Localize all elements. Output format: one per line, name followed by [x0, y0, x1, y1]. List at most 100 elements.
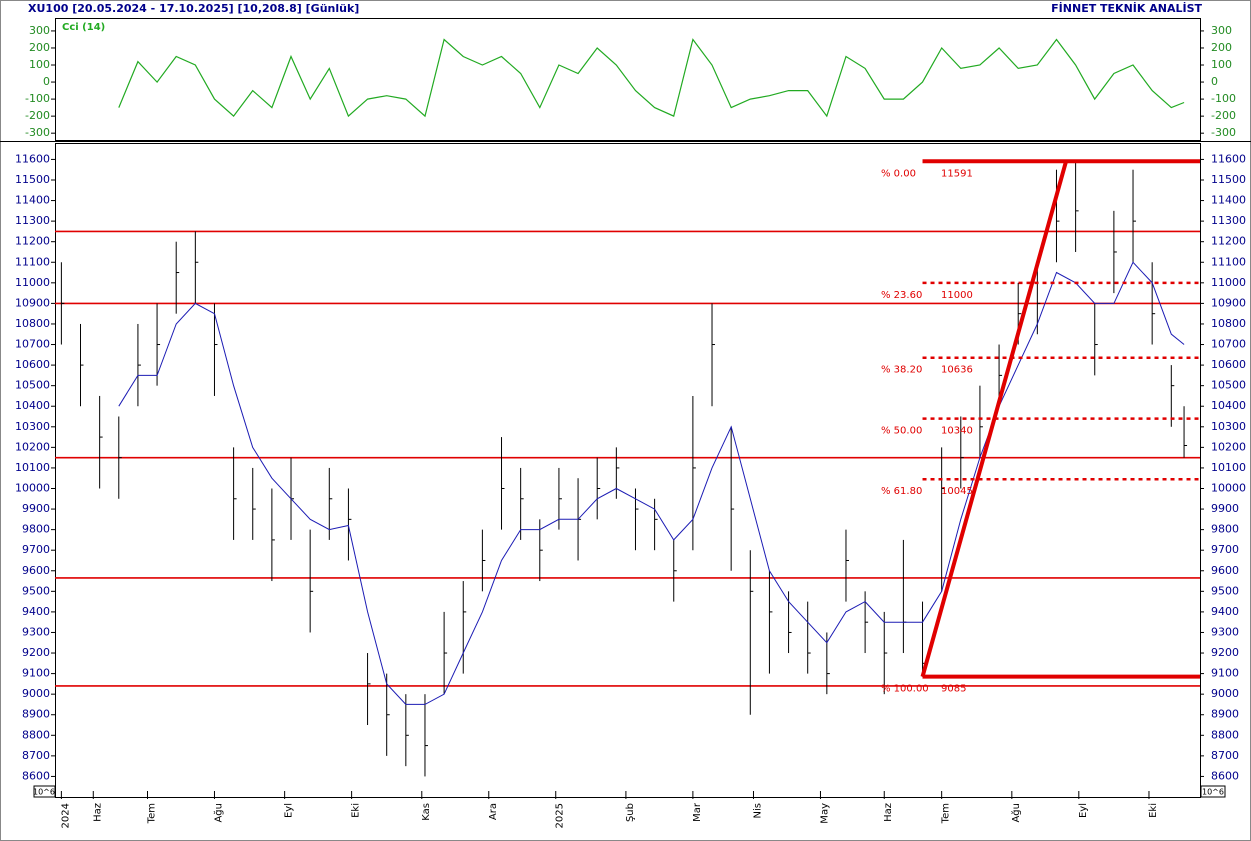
- x-tick-label: Eyl: [1078, 803, 1089, 818]
- x-tick-label: Eki: [1148, 803, 1159, 818]
- fib-label: % 61.80: [881, 486, 922, 497]
- trend-line: [920, 160, 1068, 678]
- y-tick-label: 8900: [22, 708, 50, 721]
- y-tick-label: 10200: [1211, 440, 1246, 453]
- fib-value: 11591: [941, 168, 973, 179]
- scale-box: [1200, 785, 1226, 798]
- header-left: XU100 [20.05.2024 - 17.10.2025] [10,208.…: [28, 2, 359, 15]
- y-tick-label: 10900: [15, 296, 50, 309]
- y-tick-label: 11400: [1211, 194, 1246, 207]
- y-tick-label: 10000: [15, 481, 50, 494]
- fib-label: % 38.20: [881, 365, 922, 376]
- fib-value: 10340: [941, 426, 973, 437]
- y-tick-label: 11200: [1211, 235, 1246, 248]
- y-tick-label: 9600: [1211, 564, 1239, 577]
- y-tick-label: 200: [29, 41, 50, 54]
- y-tick-label: 10600: [15, 358, 50, 371]
- y-tick-label: -200: [1211, 109, 1236, 122]
- x-tick-label: 2025: [555, 803, 566, 828]
- y-tick-label: 300: [29, 24, 50, 37]
- x-tick-label: Mar: [692, 802, 703, 822]
- y-tick-label: 9900: [1211, 502, 1239, 515]
- y-tick-label: -100: [25, 92, 50, 105]
- y-tick-label: 9800: [22, 523, 50, 536]
- price-panel: [55, 143, 1201, 798]
- moving-average: [118, 261, 1185, 705]
- y-tick-label: 9600: [22, 564, 50, 577]
- y-tick-label: 10600: [1211, 358, 1246, 371]
- y-tick-label: -200: [25, 109, 50, 122]
- y-tick-label: 9400: [22, 605, 50, 618]
- x-tick-label: Kas: [421, 803, 432, 821]
- y-tick-label: 11200: [15, 235, 50, 248]
- x-tick-label: Haz: [883, 803, 894, 822]
- fib-label: % 100.00: [881, 684, 929, 695]
- y-tick-label: 11000: [15, 276, 50, 289]
- y-tick-label: 10500: [15, 379, 50, 392]
- y-tick-label: 11500: [1211, 173, 1246, 186]
- header-right: FİNNET TEKNİK ANALİST: [1051, 1, 1202, 15]
- y-tick-label: 10100: [15, 461, 50, 474]
- y-tick-label: 9900: [22, 502, 50, 515]
- y-tick-label: 10700: [15, 338, 50, 351]
- y-tick-label: 9400: [1211, 605, 1239, 618]
- x-tick-label: Ağu: [212, 803, 224, 823]
- y-tick-label: 10800: [15, 317, 50, 330]
- y-tick-label: 100: [1211, 58, 1232, 71]
- legend-entry: Cci (14): [62, 22, 105, 33]
- fib-value: 10045: [941, 486, 973, 497]
- y-tick-label: 8700: [1211, 749, 1239, 762]
- x-tick-label: Nis: [752, 803, 763, 818]
- y-tick-label: 11500: [15, 173, 50, 186]
- y-tick-label: 11300: [1211, 214, 1246, 227]
- x-tick-label: Eyl: [284, 803, 295, 818]
- cci-panel: [55, 18, 1201, 141]
- y-tick-label: 300: [1211, 24, 1232, 37]
- y-tick-label: 11100: [1211, 255, 1246, 268]
- y-tick-label: 9100: [22, 667, 50, 680]
- y-tick-label: 10900: [1211, 296, 1246, 309]
- y-tick-label: 9500: [1211, 584, 1239, 597]
- fib-label: % 23.60: [881, 290, 922, 301]
- x-tick-label: Haz: [92, 803, 103, 822]
- y-tick-label: 11100: [15, 255, 50, 268]
- y-tick-label: 0: [1211, 75, 1218, 88]
- y-tick-label: 10400: [15, 399, 50, 412]
- y-tick-label: 8800: [22, 728, 50, 741]
- y-tick-label: 9000: [1211, 687, 1239, 700]
- y-tick-label: -300: [1211, 126, 1236, 139]
- x-tick-label: Ağu: [1010, 803, 1022, 823]
- y-tick-label: -300: [25, 126, 50, 139]
- y-tick-label: 9700: [1211, 543, 1239, 556]
- fib-value: 10636: [941, 365, 973, 376]
- fib-label: % 50.00: [881, 426, 922, 437]
- y-tick-label: 9200: [22, 646, 50, 659]
- y-tick-label: 100: [29, 58, 50, 71]
- y-tick-label: 8600: [22, 769, 50, 782]
- y-tick-label: 11300: [15, 214, 50, 227]
- x-tick-label: Tem: [146, 803, 157, 824]
- fib-value: 11000: [941, 290, 973, 301]
- x-tick-label: 2024: [60, 803, 71, 828]
- y-tick-label: 10100: [1211, 461, 1246, 474]
- y-tick-label: 10300: [15, 420, 50, 433]
- y-tick-label: 11600: [15, 152, 50, 165]
- y-tick-label: 200: [1211, 41, 1232, 54]
- x-tick-label: Tem: [941, 803, 952, 824]
- y-tick-label: 8700: [22, 749, 50, 762]
- y-tick-label: -100: [1211, 92, 1236, 105]
- x-tick-label: Eki: [351, 803, 362, 818]
- y-tick-label: 10000: [1211, 481, 1246, 494]
- y-tick-label: 9100: [1211, 667, 1239, 680]
- y-tick-label: 9700: [22, 543, 50, 556]
- y-tick-label: 10400: [1211, 399, 1246, 412]
- y-tick-label: 10200: [15, 440, 50, 453]
- y-tick-label: 10700: [1211, 338, 1246, 351]
- cci-line: [118, 38, 1185, 118]
- y-tick-label: 8900: [1211, 708, 1239, 721]
- y-tick-label: 8600: [1211, 769, 1239, 782]
- x-tick-label: Ara: [488, 803, 499, 820]
- y-tick-label: 10300: [1211, 420, 1246, 433]
